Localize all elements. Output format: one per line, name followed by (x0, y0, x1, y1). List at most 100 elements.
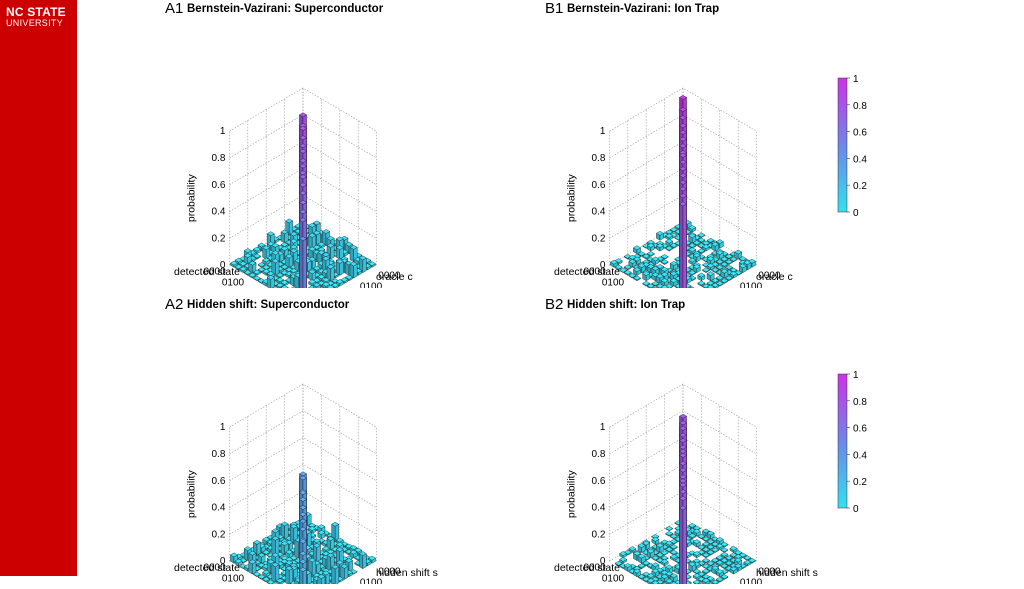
logo-line-1: NC STATE (6, 6, 66, 18)
bar (267, 275, 274, 288)
bar (698, 273, 705, 281)
colorbar: 00.20.40.60.81 (838, 370, 867, 515)
bar (656, 231, 663, 240)
bar (350, 262, 357, 278)
bar-group (230, 113, 375, 288)
z-tick-label: 0.2 (211, 233, 225, 244)
z-tick-label: 0.8 (211, 153, 225, 164)
sidebar-banner: NC STATE UNIVERSITY (0, 0, 77, 576)
state-tick-label: 0100 (602, 277, 625, 288)
bar (652, 537, 659, 544)
z-tick-label: 1 (600, 126, 606, 137)
z-axis-label: probability (565, 470, 577, 519)
bar (286, 254, 293, 267)
colorbar-tick-label: 1 (853, 370, 859, 381)
x-axis-label: detected state (174, 562, 240, 574)
colorbar-tick-label: 1 (853, 74, 859, 85)
z-tick-label: 0.8 (591, 449, 605, 460)
chart-title: Bernstein-Vazirani: Superconductor (187, 3, 384, 15)
z-tick-label: 1 (600, 422, 606, 433)
bar (341, 564, 348, 579)
bar-group (610, 95, 755, 288)
bar (712, 242, 719, 251)
colorbar-tick-label: 0.8 (853, 101, 867, 112)
chart-title-letter: B2 (545, 296, 563, 313)
chart-title-letter: B1 (545, 0, 563, 17)
state-tick-label: 0100 (602, 573, 625, 584)
colorbar-tick-label: 0.4 (853, 154, 867, 165)
y-axis-label: hidden shift s (376, 567, 438, 579)
chart-title-letter: A1 (165, 0, 183, 17)
x-axis-label: detected state (174, 266, 240, 278)
y-axis-label: oracle c (376, 271, 413, 283)
z-tick-label: 1 (220, 126, 226, 137)
z-axis-label: probability (565, 174, 577, 223)
bar (359, 552, 366, 569)
bar (679, 202, 686, 288)
bar (666, 526, 673, 531)
bar (299, 237, 306, 288)
y-axis-label: oracle c (756, 271, 793, 283)
z-tick-label: 0.2 (591, 529, 605, 540)
x-axis-label: detected state (554, 562, 620, 574)
z-tick-label: 0.4 (211, 207, 225, 218)
colorbar-tick-label: 0.2 (853, 181, 867, 192)
chart-panel-b1: B1 Bernstein-Vazirani: Ion Trap 0 0.2 0.4 0.6… (540, 0, 980, 288)
colorbar-scale (838, 78, 847, 212)
z-tick-label: 1 (220, 422, 226, 433)
bar (679, 506, 686, 584)
bar (739, 264, 746, 273)
colorbar: 0 0.2 0.4 0.6 0.8 1 (838, 74, 867, 219)
bar (272, 563, 279, 583)
bar (318, 530, 325, 539)
bar (332, 565, 339, 584)
bar (647, 549, 654, 558)
colorbar-tick-label: 0.4 (853, 450, 867, 461)
bar-group (615, 414, 756, 584)
bar (327, 265, 334, 281)
z-tick-label: 0.4 (211, 503, 225, 514)
z-axis-label: probability (185, 174, 197, 223)
bar (656, 543, 663, 552)
bar (286, 566, 293, 584)
bar (249, 560, 256, 574)
z-tick-label: 0.6 (211, 476, 225, 487)
z-tick-label: 0.6 (591, 180, 605, 191)
z-tick-label: 0.6 (211, 180, 225, 191)
chart-b1: B1 Bernstein-Vazirani: Ion Trap 0 0.2 0.4 0.6… (540, 0, 980, 288)
x-axis-label: detected state (554, 266, 620, 278)
z-tick-label: 0.2 (591, 233, 605, 244)
bar (638, 543, 645, 552)
y-axis-label: hidden shift s (756, 567, 818, 579)
chart-b2: B2 Hidden shift: Ion Trap 0 0.2 0.4 0.6 0.8 1 pr… (540, 296, 980, 584)
z-tick-label: 0.2 (211, 529, 225, 540)
chart-title: Hidden shift: Ion Trap (567, 299, 685, 311)
colorbar-tick-label: 0 (853, 504, 859, 515)
z-tick-label: 0.8 (591, 153, 605, 164)
chart-panel-b2: B2 Hidden shift: Ion Trap 0 0.2 0.4 0.6 0.8 1 pr… (540, 296, 980, 584)
state-tick-label: 0100 (222, 573, 245, 584)
z-axis-label: probability (185, 470, 197, 519)
z-tick-label: 0.4 (591, 207, 605, 218)
colorbar-tick-label: 0.6 (853, 424, 867, 435)
logo-line-2: UNIVERSITY (6, 19, 66, 28)
bar (281, 230, 288, 243)
chart-title-letter: A2 (165, 296, 183, 313)
chart-title: Bernstein-Vazirani: Ion Trap (567, 3, 719, 15)
bar (272, 536, 279, 555)
bar-group (230, 472, 375, 584)
bar (336, 245, 343, 259)
colorbar-tick-label: 0 (853, 208, 859, 219)
bar (643, 271, 650, 280)
z-tick-label: 0.4 (591, 503, 605, 514)
colorbar-tick-label: 0.8 (853, 397, 867, 408)
z-tick-label: 0.6 (591, 476, 605, 487)
chart-title: Hidden shift: Superconductor (187, 299, 350, 311)
bar (336, 259, 343, 275)
state-tick-label: 0100 (222, 277, 245, 288)
colorbar-tick-label: 0.6 (853, 128, 867, 139)
